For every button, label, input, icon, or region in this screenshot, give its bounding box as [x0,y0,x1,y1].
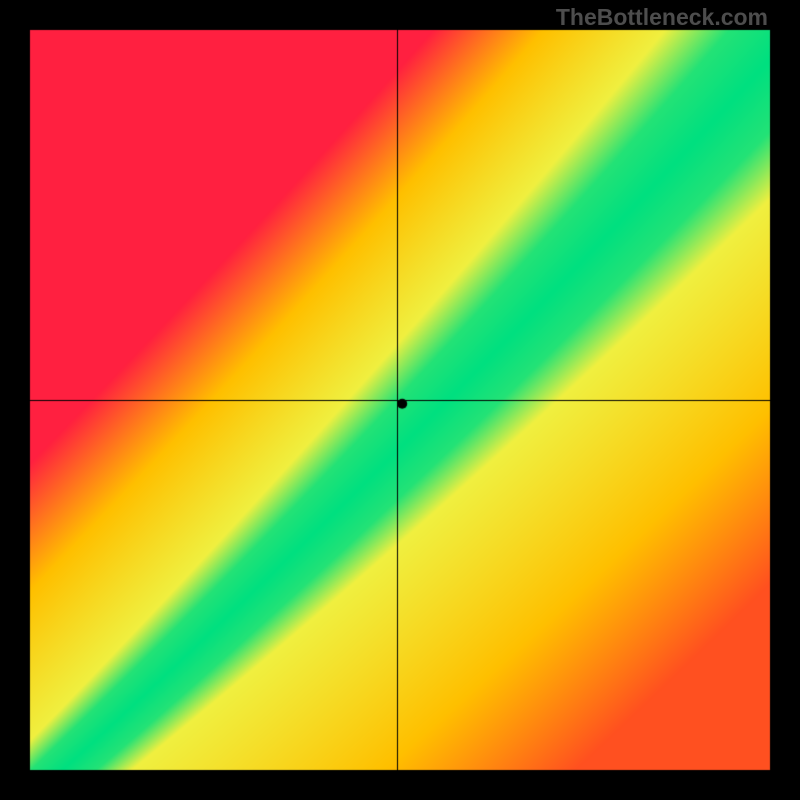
watermark-text: TheBottleneck.com [556,4,768,31]
chart-container: TheBottleneck.com [0,0,800,800]
bottleneck-heatmap [0,0,800,800]
